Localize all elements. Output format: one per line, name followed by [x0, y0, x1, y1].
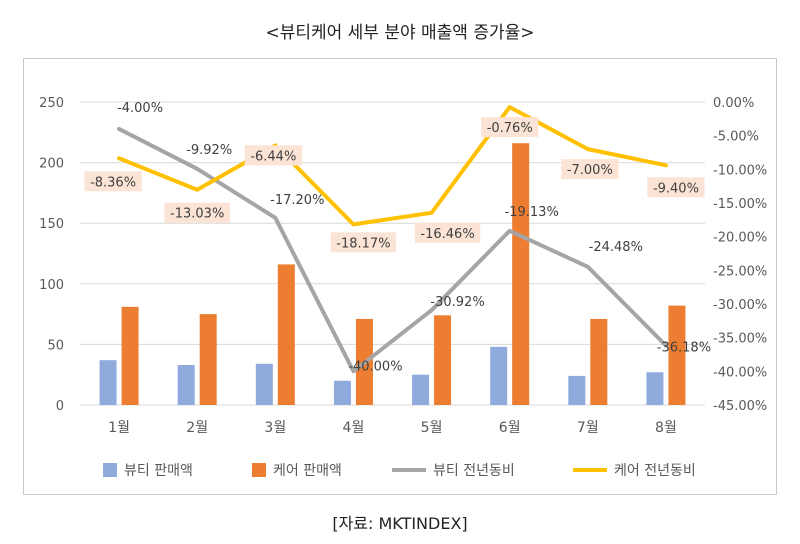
data-label-box — [561, 159, 619, 180]
data-label-box — [330, 232, 397, 253]
data-label-care-yoy: -13.03% — [170, 207, 224, 222]
legend-label: 뷰티 판매액 — [124, 463, 193, 479]
data-label-care-yoy: -16.46% — [420, 227, 474, 242]
data-label-beauty-yoy: -9.92% — [186, 143, 232, 158]
data-label-care-yoy: -6.44% — [250, 149, 296, 164]
y-right-tick-label: -10.00% — [713, 163, 767, 178]
source-note: [자료: MKTINDEX] — [332, 514, 468, 533]
legend-label: 케어 전년동비 — [614, 463, 696, 479]
data-label-care-yoy: -0.76% — [487, 121, 533, 136]
y-right-tick-label: -20.00% — [713, 231, 767, 246]
data-label-beauty-yoy: -17.20% — [270, 193, 324, 208]
bar-beauty — [412, 374, 430, 405]
legend-swatch — [252, 463, 266, 477]
bar-beauty — [99, 360, 117, 405]
x-tick-label: 3월 — [264, 420, 286, 436]
data-label-box — [414, 222, 481, 243]
y-right-tick-label: -35.00% — [713, 332, 767, 347]
data-label-beauty-yoy: -24.48% — [589, 240, 643, 255]
y-left-tick-label: 200 — [39, 157, 64, 172]
bar-care — [668, 305, 686, 405]
y-right-tick-label: -45.00% — [713, 399, 767, 414]
bar-beauty — [333, 380, 351, 405]
bar-beauty — [177, 365, 195, 405]
chart-frame — [23, 58, 777, 495]
data-label-box — [164, 202, 230, 223]
legend-label: 뷰티 전년동비 — [433, 463, 515, 479]
legend-label: 케어 판매액 — [273, 463, 342, 479]
y-right-tick-label: -5.00% — [713, 130, 759, 145]
y-left-tick-label: 0 — [56, 399, 64, 414]
bar-care — [512, 143, 530, 405]
legend-swatch — [103, 463, 117, 477]
line-beauty-yoy — [117, 126, 668, 374]
bar-care — [121, 306, 139, 405]
y-right-tick-label: -40.00% — [713, 365, 767, 380]
data-label-box — [647, 177, 705, 198]
y-right-tick-label: -25.00% — [713, 264, 767, 279]
chart-title: <뷰티케어 세부 분야 매출액 증가율> — [265, 23, 535, 43]
y-left-tick-label: 50 — [47, 338, 64, 353]
y-right-tick-label: -30.00% — [713, 298, 767, 313]
data-label-beauty-yoy: -30.92% — [430, 295, 484, 310]
data-label-care-yoy: -7.00% — [567, 163, 613, 178]
x-tick-label: 7월 — [577, 420, 599, 436]
bar-beauty — [490, 346, 508, 405]
data-label-beauty-yoy: -36.18% — [657, 341, 711, 356]
y-left-tick-label: 250 — [39, 96, 64, 111]
data-label-box — [244, 145, 302, 166]
x-tick-label: 2월 — [186, 420, 208, 436]
data-label-care-yoy: -18.17% — [336, 236, 390, 251]
bar-beauty — [646, 372, 664, 405]
line-care-yoy — [117, 105, 668, 227]
bar-care — [277, 264, 295, 405]
bar-care — [199, 314, 217, 405]
x-tick-label: 4월 — [343, 420, 365, 436]
x-tick-label: 1월 — [108, 420, 130, 436]
data-label-care-yoy: -8.36% — [90, 175, 136, 190]
y-left-tick-label: 150 — [39, 217, 64, 232]
bar-care — [590, 318, 608, 405]
bar-beauty — [255, 363, 273, 405]
data-label-beauty-yoy: -40.00% — [348, 359, 402, 374]
y-left-tick-label: 100 — [39, 278, 64, 293]
data-label-care-yoy: -9.40% — [653, 181, 699, 196]
x-tick-label: 6월 — [499, 420, 521, 436]
x-tick-label: 5월 — [421, 420, 443, 436]
data-label-beauty-yoy: -4.00% — [117, 101, 163, 116]
data-label-box — [481, 117, 539, 138]
bar-care — [434, 315, 452, 405]
x-tick-label: 8월 — [655, 420, 677, 436]
data-label-beauty-yoy: -19.13% — [505, 205, 559, 220]
data-label-box — [84, 171, 142, 192]
bar-beauty — [568, 375, 586, 405]
y-right-tick-label: -15.00% — [713, 197, 767, 212]
y-right-tick-label: 0.00% — [713, 96, 754, 111]
